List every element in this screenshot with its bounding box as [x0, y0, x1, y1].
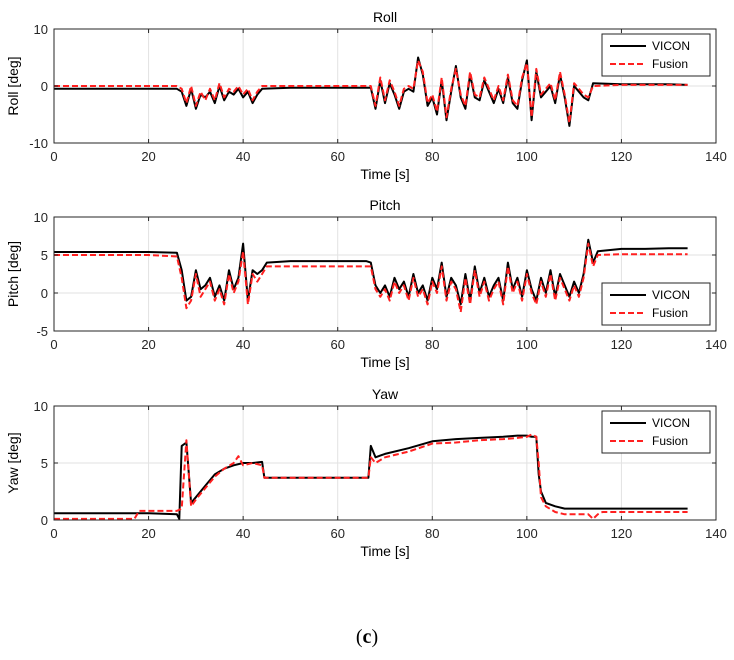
- x-tick-label: 80: [425, 149, 439, 164]
- x-tick-label: 0: [50, 526, 57, 541]
- x-tick-label: 120: [611, 149, 633, 164]
- axes-box: [53, 216, 717, 332]
- x-tick-label: 0: [50, 149, 57, 164]
- legend-label-fusion: Fusion: [652, 306, 688, 320]
- figure-caption: (c): [355, 626, 379, 648]
- y-tick-label: 10: [34, 210, 48, 225]
- chart-title: Roll: [373, 9, 397, 25]
- legend-label-fusion: Fusion: [652, 57, 688, 71]
- x-axis-label: Time [s]: [360, 166, 409, 182]
- legend: VICON Fusion: [601, 410, 711, 454]
- y-tick-label: 0: [41, 513, 48, 528]
- chart-title: Pitch: [369, 197, 400, 213]
- x-tick-label: 100: [516, 337, 538, 352]
- y-tick-label: 0: [41, 286, 48, 301]
- y-axis-label: Yaw [deg]: [5, 432, 21, 493]
- x-tick-label: 20: [141, 337, 155, 352]
- y-tick-label: 5: [41, 456, 48, 471]
- series-line-fusion: [54, 242, 688, 313]
- x-tick-label: 40: [236, 149, 250, 164]
- legend: VICON Fusion: [601, 33, 711, 77]
- y-tick-label: 10: [34, 399, 48, 414]
- x-tick-label: 140: [705, 526, 727, 541]
- chart-title: Yaw: [372, 386, 399, 402]
- legend-label-vicon: VICON: [652, 39, 690, 53]
- x-tick-label: 60: [330, 526, 344, 541]
- series-line-fusion: [54, 59, 688, 124]
- legend-label-fusion: Fusion: [652, 434, 688, 448]
- x-tick-label: 100: [516, 526, 538, 541]
- x-tick-label: 140: [705, 337, 727, 352]
- y-tick-label: -5: [36, 324, 48, 339]
- caption-letter: c: [362, 626, 372, 648]
- x-tick-label: 140: [705, 149, 727, 164]
- legend-label-vicon: VICON: [652, 416, 690, 430]
- y-tick-label: 10: [34, 22, 48, 37]
- legend-box: [601, 410, 711, 454]
- x-tick-label: 20: [141, 149, 155, 164]
- y-axis-label: Pitch [deg]: [5, 241, 21, 307]
- legend-label-vicon: VICON: [652, 288, 690, 302]
- x-tick-label: 120: [611, 337, 633, 352]
- x-tick-label: 0: [50, 337, 57, 352]
- subplot-yaw: 0 20 40 60 80 100 120 140 0 5 10 Yaw Time [s] Yaw [de…: [5, 386, 727, 559]
- y-tick-label: 5: [41, 248, 48, 263]
- x-tick-label: 80: [425, 337, 439, 352]
- legend: VICON Fusion: [601, 282, 711, 326]
- x-tick-label: 40: [236, 526, 250, 541]
- series-line-fusion: [54, 433, 688, 520]
- x-tick-label: 60: [330, 337, 344, 352]
- x-tick-label: 100: [516, 149, 538, 164]
- legend-box: [601, 33, 711, 77]
- x-tick-label: 40: [236, 337, 250, 352]
- y-tick-label: 0: [41, 79, 48, 94]
- x-tick-label: 120: [611, 526, 633, 541]
- x-axis-label: Time [s]: [360, 354, 409, 370]
- y-tick-label: -10: [29, 136, 48, 151]
- y-axis-label: Roll [deg]: [5, 56, 21, 115]
- x-axis-label: Time [s]: [360, 543, 409, 559]
- x-tick-label: 20: [141, 526, 155, 541]
- x-tick-label: 60: [330, 149, 344, 164]
- x-tick-label: 80: [425, 526, 439, 541]
- legend-box: [601, 282, 711, 326]
